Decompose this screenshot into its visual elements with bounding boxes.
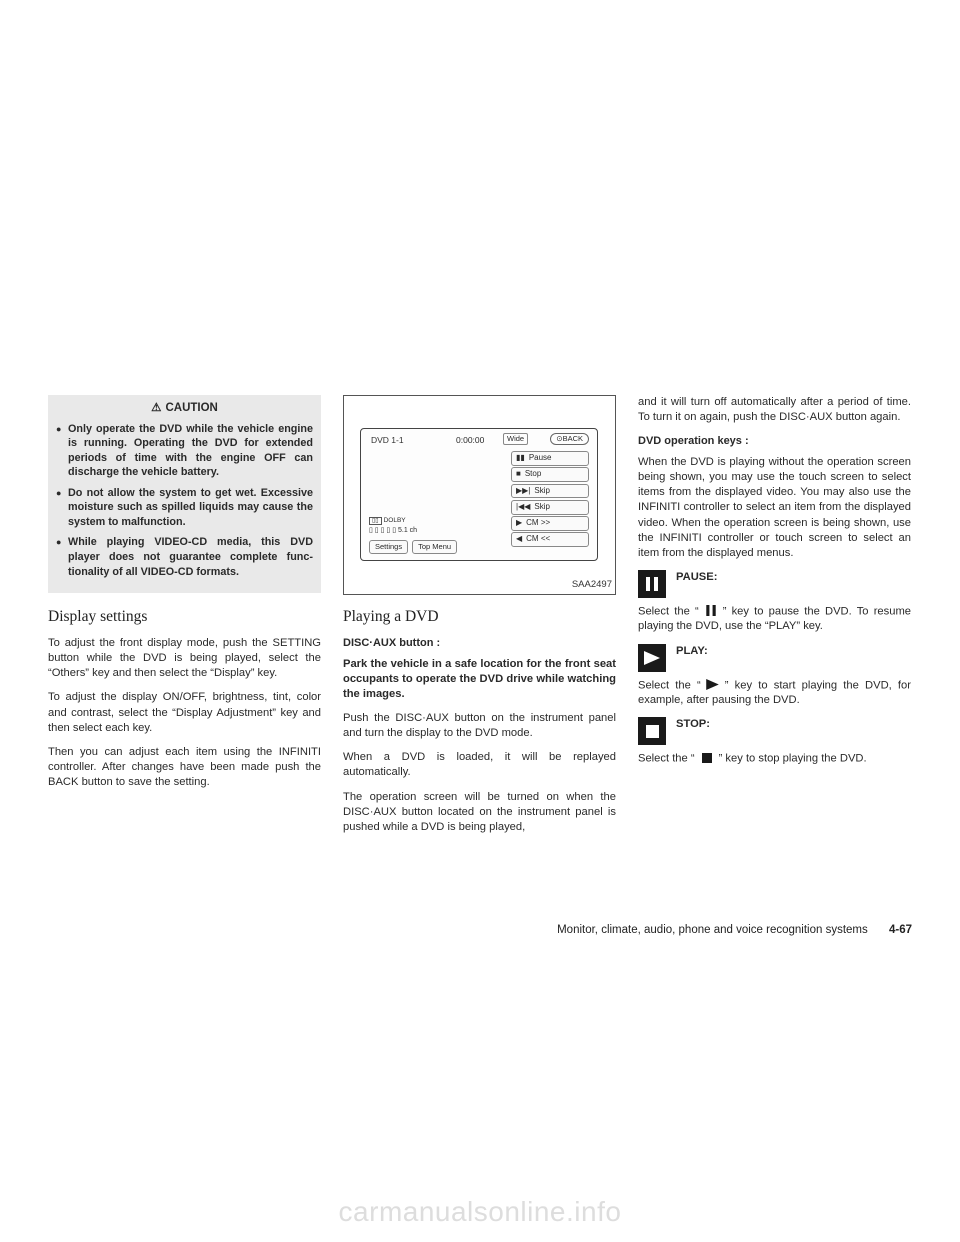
heading-display-settings: Display settings xyxy=(48,607,321,628)
pause-key-row: PAUSE: xyxy=(638,570,911,598)
play-label: PLAY: xyxy=(676,644,708,659)
play-rev-icon: ◀ xyxy=(516,534,522,545)
caution-list: Only operate the DVD while the vehicle e… xyxy=(56,422,313,580)
stop-inline-icon xyxy=(695,751,719,766)
paragraph: Push the DISC·AUX button on the instrume… xyxy=(343,711,616,741)
text-fragment: Select the “ xyxy=(638,605,699,617)
play-icon xyxy=(638,644,666,672)
caution-item: Do not allow the system to get wet. Exce… xyxy=(56,486,313,530)
screen-button-skip-back: |◀◀ Skip xyxy=(511,500,589,515)
screen-button-label: CM << xyxy=(526,534,550,545)
stop-icon xyxy=(638,717,666,745)
paragraph: To adjust the front display mode, push t… xyxy=(48,636,321,681)
stop-label: STOP: xyxy=(676,717,710,732)
column-2: DVD 1-1 0:00:00 Wide ⊙BACK ▮▮ Pause ■ Stop… xyxy=(343,395,616,844)
screen-button-cm-fwd: ▶ CM >> xyxy=(511,516,589,531)
screen-button-list: ▮▮ Pause ■ Stop ▶▶| Skip |◀◀ Skip ▶ CM >> ◀ CM… xyxy=(511,451,589,549)
page-footer: Monitor, climate, audio, phone and voice… xyxy=(557,924,912,936)
stop-icon: ■ xyxy=(516,469,521,480)
paragraph: When the DVD is playing without the oper… xyxy=(638,455,911,561)
screen-wide-badge: Wide xyxy=(503,433,528,445)
screen-button-label: Skip xyxy=(534,486,550,497)
channel-label: 5.1 ch xyxy=(398,527,417,534)
pause-icon: ▮▮ xyxy=(516,453,525,464)
paragraph: Then you can adjust each item using the … xyxy=(48,745,321,790)
paragraph: Select the “” key to pause the DVD. To r… xyxy=(638,604,911,635)
screen-button-label: Stop xyxy=(525,469,541,480)
heading-dvd-keys: DVD operation keys : xyxy=(638,434,911,449)
watermark: carmanualsonline.info xyxy=(0,1196,960,1228)
text-fragment: Select the “ xyxy=(638,753,695,765)
caution-title: CAUTION xyxy=(56,401,313,417)
paragraph: When a DVD is loaded, it will be replaye… xyxy=(343,750,616,780)
caution-item: Only operate the DVD while the vehicle e… xyxy=(56,422,313,480)
text-fragment: Select the “ xyxy=(638,679,701,691)
paragraph: and it will turn off automatically after… xyxy=(638,395,911,425)
dolby-indicator: ▯▯DOLBY ▯ ▯ ▯ ▯ ▯ 5.1 ch xyxy=(369,517,417,536)
paragraph: The operation screen will be turned on w… xyxy=(343,790,616,835)
paragraph: Select the “ ” key to stop playing the DV… xyxy=(638,751,911,767)
screen-time: 0:00:00 xyxy=(456,435,484,446)
screen-button-stop: ■ Stop xyxy=(511,467,589,482)
page-number: 4-67 xyxy=(889,924,912,936)
screen-button-pause: ▮▮ Pause xyxy=(511,451,589,466)
skip-back-icon: |◀◀ xyxy=(516,502,530,513)
caution-item: While playing VIDEO-CD media, this DVD p… xyxy=(56,535,313,579)
heading-disc-aux: DISC·AUX button : xyxy=(343,636,616,651)
column-1: CAUTION Only operate the DVD while the v… xyxy=(48,395,321,844)
footer-section: Monitor, climate, audio, phone and voice… xyxy=(557,924,868,936)
page: CAUTION Only operate the DVD while the v… xyxy=(0,0,960,1242)
screen-button-label: Skip xyxy=(534,502,550,513)
screen-button-label: CM >> xyxy=(526,518,550,529)
screen-bottom-buttons: Settings Top Menu xyxy=(369,540,457,554)
paragraph: Select the “” key to start playing the D… xyxy=(638,678,911,709)
stop-key-row: STOP: xyxy=(638,717,911,745)
pause-label: PAUSE: xyxy=(676,570,717,585)
paragraph: To adjust the display ON/OFF, brightness… xyxy=(48,690,321,735)
play-icon: ▶ xyxy=(516,518,522,529)
screen-button-cm-back: ◀ CM << xyxy=(511,532,589,547)
screen-topmenu-button: Top Menu xyxy=(412,540,457,554)
skip-fwd-icon: ▶▶| xyxy=(516,486,530,497)
column-3: and it will turn off automatically after… xyxy=(638,395,911,844)
pause-icon xyxy=(638,570,666,598)
play-inline-icon xyxy=(701,678,725,693)
heading-playing-dvd: Playing a DVD xyxy=(343,607,616,628)
play-key-row: PLAY: xyxy=(638,644,911,672)
dolby-label: DOLBY xyxy=(384,517,406,524)
content-area: CAUTION Only operate the DVD while the v… xyxy=(48,395,912,844)
screen-back-button: ⊙BACK xyxy=(550,433,589,445)
paragraph-bold: Park the vehicle in a safe location for … xyxy=(343,657,616,702)
screen-dvd-label: DVD 1-1 xyxy=(371,435,404,446)
dvd-screen: DVD 1-1 0:00:00 Wide ⊙BACK ▮▮ Pause ■ Stop… xyxy=(360,428,598,561)
text-fragment: ” key to stop playing the DVD. xyxy=(719,753,867,765)
dvd-screen-figure: DVD 1-1 0:00:00 Wide ⊙BACK ▮▮ Pause ■ Stop… xyxy=(343,395,616,595)
caution-box: CAUTION Only operate the DVD while the v… xyxy=(48,395,321,593)
figure-label: SAA2497 xyxy=(572,579,612,592)
screen-button-skip-fwd: ▶▶| Skip xyxy=(511,484,589,499)
pause-inline-icon xyxy=(699,604,723,619)
screen-button-label: Pause xyxy=(529,453,552,464)
screen-settings-button: Settings xyxy=(369,540,408,554)
